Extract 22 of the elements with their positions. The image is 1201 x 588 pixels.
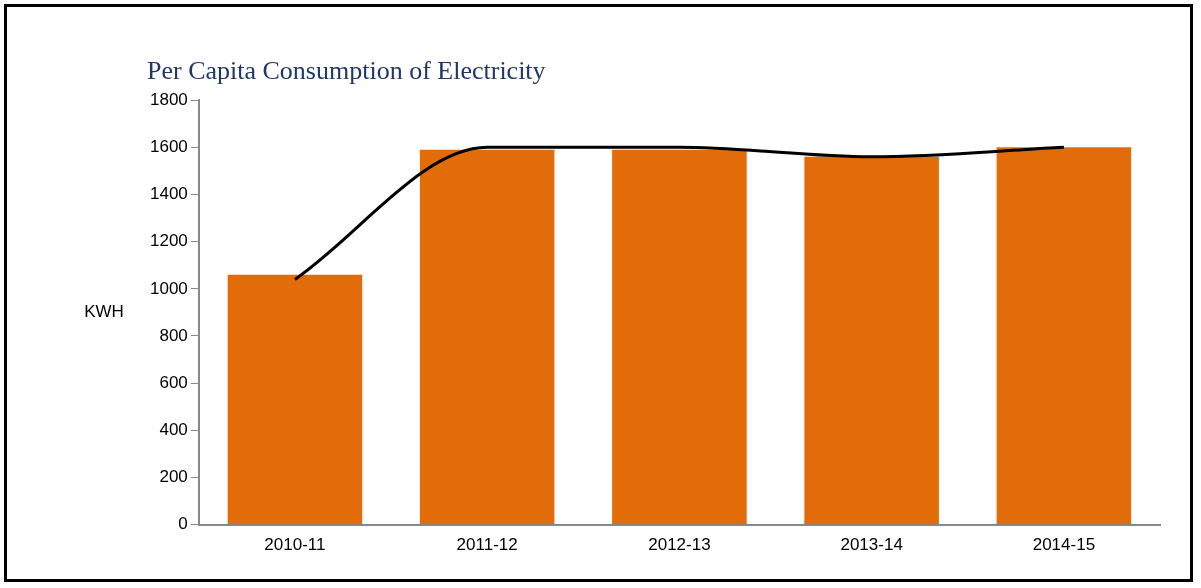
- x-tick-label: 2014-15: [1032, 535, 1096, 555]
- bar: [804, 156, 939, 525]
- y-tick-label: 400: [159, 419, 188, 439]
- y-tick-label: 0: [178, 514, 188, 534]
- y-tick-label: 1000: [149, 278, 188, 298]
- x-tick-label: 2012-13: [648, 535, 711, 555]
- bar: [612, 149, 747, 525]
- y-tick-label: 800: [159, 325, 188, 345]
- y-axis-title: KWH: [84, 302, 124, 322]
- y-tick-label: 1200: [149, 231, 188, 251]
- x-tick-label: 2013-14: [840, 535, 903, 555]
- bar: [227, 274, 363, 525]
- chart-title: Per Capita Consumption of Electricity: [147, 56, 546, 86]
- bar: [996, 147, 1132, 525]
- y-tick-label: 200: [159, 467, 188, 487]
- x-tick-label: 2010-11: [264, 535, 326, 555]
- y-tick-label: 600: [159, 372, 188, 392]
- bar: [419, 149, 555, 525]
- x-tick-label: 2011-12: [456, 535, 518, 555]
- y-tick-label: 1400: [149, 184, 188, 204]
- y-tick-label: 1800: [149, 89, 188, 109]
- y-tick-label: 1600: [149, 137, 188, 157]
